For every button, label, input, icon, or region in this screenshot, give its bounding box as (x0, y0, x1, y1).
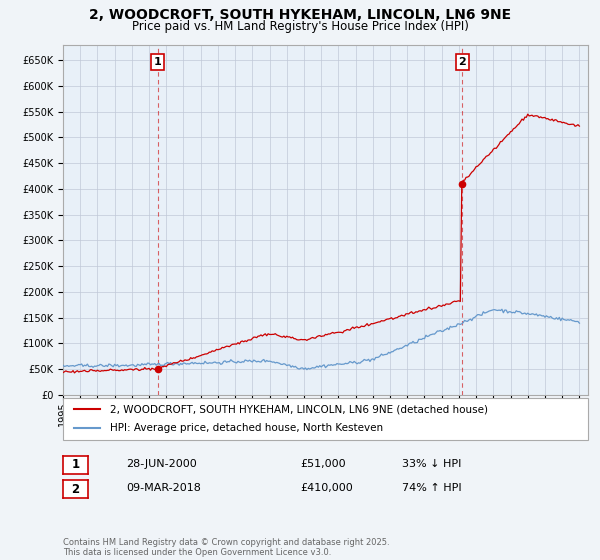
Text: 74% ↑ HPI: 74% ↑ HPI (402, 483, 461, 493)
Text: 2: 2 (71, 483, 80, 496)
Text: 33% ↓ HPI: 33% ↓ HPI (402, 459, 461, 469)
Text: HPI: Average price, detached house, North Kesteven: HPI: Average price, detached house, Nort… (110, 423, 383, 433)
Text: Price paid vs. HM Land Registry's House Price Index (HPI): Price paid vs. HM Land Registry's House … (131, 20, 469, 32)
Text: £51,000: £51,000 (300, 459, 346, 469)
Text: 1: 1 (154, 57, 161, 67)
Text: 1: 1 (71, 458, 80, 472)
Text: 2: 2 (458, 57, 466, 67)
Text: 28-JUN-2000: 28-JUN-2000 (126, 459, 197, 469)
Text: £410,000: £410,000 (300, 483, 353, 493)
Text: 2, WOODCROFT, SOUTH HYKEHAM, LINCOLN, LN6 9NE: 2, WOODCROFT, SOUTH HYKEHAM, LINCOLN, LN… (89, 8, 511, 22)
Text: 2, WOODCROFT, SOUTH HYKEHAM, LINCOLN, LN6 9NE (detached house): 2, WOODCROFT, SOUTH HYKEHAM, LINCOLN, LN… (110, 404, 488, 414)
FancyBboxPatch shape (63, 398, 588, 440)
Text: Contains HM Land Registry data © Crown copyright and database right 2025.
This d: Contains HM Land Registry data © Crown c… (63, 538, 389, 557)
Text: 09-MAR-2018: 09-MAR-2018 (126, 483, 201, 493)
